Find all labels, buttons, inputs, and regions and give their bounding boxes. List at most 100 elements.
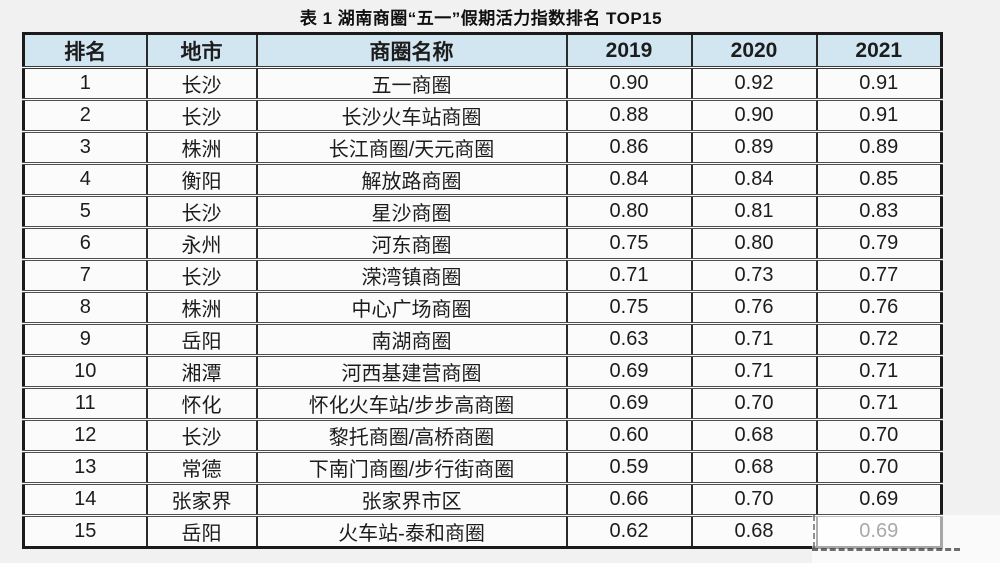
table-cell-rank: 11 (23, 387, 147, 421)
table-cell-2021: 0.91 (815, 67, 942, 101)
table-cell-city: 永州 (145, 227, 257, 261)
table-cell-2019: 0.60 (565, 419, 692, 453)
table-cell-2019: 0.80 (565, 195, 692, 229)
table-cell-2019: 0.88 (565, 99, 692, 133)
header-row: 排名 地市 商圈名称 2019 2020 2021 (23, 33, 942, 69)
table-cell-2020: 0.92 (690, 67, 817, 101)
table-cell-city: 张家界 (145, 483, 257, 517)
table-row: 15 岳阳 火车站-泰和商圈 0.62 0.68 0.69 (23, 515, 942, 548)
table-cell-city: 长沙 (145, 419, 257, 453)
table-cell-rank: 10 (23, 355, 147, 389)
table-row: 11 怀化 怀化火车站/步步高商圈 0.69 0.70 0.71 (23, 387, 942, 421)
table-cell-2020: 0.84 (690, 163, 817, 197)
table-cell-2020: 0.71 (690, 355, 817, 389)
table-cell-2020: 0.80 (690, 227, 817, 261)
table-cell-2021: 0.77 (815, 259, 942, 293)
table-cell-city: 长沙 (145, 67, 257, 101)
table-cell-2019: 0.62 (565, 515, 692, 548)
table-row: 10 湘潭 河西基建营商圈 0.69 0.71 0.71 (23, 355, 942, 389)
table-cell-city: 怀化 (145, 387, 257, 421)
table-cell-rank: 14 (23, 483, 147, 517)
table-cell-rank: 1 (23, 67, 147, 101)
table-cell-2021: 0.72 (815, 323, 942, 357)
table-cell-2019: 0.66 (565, 483, 692, 517)
table-cell-2021: 0.91 (815, 99, 942, 133)
table-cell-rank: 5 (23, 195, 147, 229)
column-header-city: 地市 (145, 33, 257, 69)
table-cell-2020: 0.73 (690, 259, 817, 293)
table-cell-district-name: 五一商圈 (255, 67, 567, 101)
table-cell-2021: 0.76 (815, 291, 942, 325)
column-header-2020: 2020 (690, 33, 817, 69)
table-cell-district-name: 南湖商圈 (255, 323, 567, 357)
table-cell-district-name: 河东商圈 (255, 227, 567, 261)
table-cell-2019: 0.75 (565, 227, 692, 261)
table-cell-2021: 0.69 (815, 483, 942, 517)
table-cell-rank: 8 (23, 291, 147, 325)
column-header-district-name: 商圈名称 (255, 33, 567, 69)
table-cell-district-name: 下南门商圈/步行街商圈 (255, 451, 567, 485)
table-cell-2019: 0.69 (565, 355, 692, 389)
table-row: 1 长沙 五一商圈 0.90 0.92 0.91 (23, 67, 942, 101)
table-cell-2019: 0.71 (565, 259, 692, 293)
table-cell-2019: 0.84 (565, 163, 692, 197)
table-row: 8 株洲 中心广场商圈 0.75 0.76 0.76 (23, 291, 942, 325)
table-cell-2020: 0.68 (690, 515, 817, 548)
table-row: 9 岳阳 南湖商圈 0.63 0.71 0.72 (23, 323, 942, 357)
table-cell-district-name: 河西基建营商圈 (255, 355, 567, 389)
table-cell-rank: 6 (23, 227, 147, 261)
table-cell-rank: 7 (23, 259, 147, 293)
table-cell-2021: 0.70 (815, 451, 942, 485)
table-cell-2020: 0.71 (690, 323, 817, 357)
table-cell-district-name: 星沙商圈 (255, 195, 567, 229)
table-cell-2020: 0.68 (690, 451, 817, 485)
table-cell-city: 岳阳 (145, 323, 257, 357)
table-row: 4 衡阳 解放路商圈 0.84 0.84 0.85 (23, 163, 942, 197)
ranking-table: 排名 地市 商圈名称 2019 2020 2021 1 长沙 五一商圈 0.90 0.92 0.91… (22, 32, 943, 549)
table-cell-rank: 13 (23, 451, 147, 485)
table-cell-district-name: 张家界市区 (255, 483, 567, 517)
table-cell-2019: 0.90 (565, 67, 692, 101)
table-cell-2019: 0.63 (565, 323, 692, 357)
table-row: 6 永州 河东商圈 0.75 0.80 0.79 (23, 227, 942, 261)
table-cell-2020: 0.70 (690, 387, 817, 421)
table-cell-rank: 15 (23, 515, 147, 548)
table-cell-2021: 0.89 (815, 131, 942, 165)
table-row: 13 常德 下南门商圈/步行街商圈 0.59 0.68 0.70 (23, 451, 942, 485)
table-cell-city: 长沙 (145, 99, 257, 133)
table-cell-district-name: 长沙火车站商圈 (255, 99, 567, 133)
table-row: 12 长沙 黎托商圈/高桥商圈 0.60 0.68 0.70 (23, 419, 942, 453)
table-cell-rank: 2 (23, 99, 147, 133)
table-cell-2019: 0.59 (565, 451, 692, 485)
table-row: 2 长沙 长沙火车站商圈 0.88 0.90 0.91 (23, 99, 942, 133)
table-cell-2020: 0.68 (690, 419, 817, 453)
table-row: 7 长沙 溁湾镇商圈 0.71 0.73 0.77 (23, 259, 942, 293)
table-cell-2020: 0.70 (690, 483, 817, 517)
table-cell-2019: 0.69 (565, 387, 692, 421)
table-row: 5 长沙 星沙商圈 0.80 0.81 0.83 (23, 195, 942, 229)
table-cell-city: 常德 (145, 451, 257, 485)
table-cell-2020: 0.81 (690, 195, 817, 229)
table-cell-2021: 0.85 (815, 163, 942, 197)
table-cell-2019: 0.86 (565, 131, 692, 165)
table-caption: 表 1 湖南商圈“五一”假期活力指数排名 TOP15 (299, 9, 663, 28)
table-cell-2021: 0.83 (815, 195, 942, 229)
table-cell-2021: 0.71 (815, 387, 942, 421)
column-header-rank: 排名 (23, 33, 147, 69)
table-cell-district-name: 解放路商圈 (255, 163, 567, 197)
table-cell-city: 岳阳 (145, 515, 257, 548)
table-body: 1 长沙 五一商圈 0.90 0.92 0.91 2 长沙 长沙火车站商圈 0.88 0.90 0.9… (23, 67, 942, 548)
table-cell-2021: 0.79 (815, 227, 942, 261)
column-header-2019: 2019 (565, 33, 692, 69)
table-cell-rank: 12 (23, 419, 147, 453)
table-cell-city: 长沙 (145, 259, 257, 293)
table-cell-city: 株洲 (145, 291, 257, 325)
table-row: 14 张家界 张家界市区 0.66 0.70 0.69 (23, 483, 942, 517)
column-header-2021: 2021 (815, 33, 942, 69)
table-cell-2021: 0.71 (815, 355, 942, 389)
table-cell-2020: 0.76 (690, 291, 817, 325)
table-cell-2019: 0.75 (565, 291, 692, 325)
table-cell-district-name: 火车站-泰和商圈 (255, 515, 567, 548)
table-cell-2021: 0.70 (815, 419, 942, 453)
table-row: 3 株洲 长江商圈/天元商圈 0.86 0.89 0.89 (23, 131, 942, 165)
